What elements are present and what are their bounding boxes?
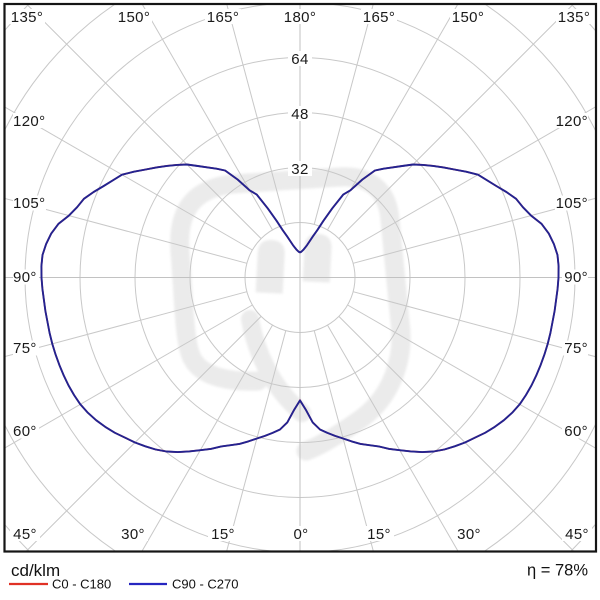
svg-text:C0 - C180: C0 - C180 [52, 577, 111, 592]
svg-text:30°: 30° [457, 526, 481, 543]
svg-text:45°: 45° [13, 526, 37, 543]
svg-text:120°: 120° [13, 113, 45, 130]
svg-text:30°: 30° [121, 526, 145, 543]
svg-text:60°: 60° [564, 423, 588, 440]
svg-text:90°: 90° [564, 269, 588, 286]
svg-text:75°: 75° [564, 340, 588, 357]
svg-text:η = 78%: η = 78% [527, 562, 588, 580]
svg-text:48: 48 [291, 106, 308, 123]
svg-text:180°: 180° [284, 9, 316, 26]
svg-text:90°: 90° [13, 269, 37, 286]
svg-text:135°: 135° [11, 9, 43, 26]
svg-text:15°: 15° [367, 526, 391, 543]
svg-text:45°: 45° [565, 526, 589, 543]
svg-text:150°: 150° [118, 9, 150, 26]
svg-text:cd/klm: cd/klm [11, 561, 60, 580]
svg-text:165°: 165° [207, 9, 239, 26]
svg-text:120°: 120° [556, 113, 588, 130]
svg-text:105°: 105° [13, 195, 45, 212]
svg-text:C90 - C270: C90 - C270 [172, 577, 238, 592]
svg-text:60°: 60° [13, 423, 37, 440]
svg-text:0°: 0° [293, 526, 308, 543]
svg-text:32: 32 [291, 161, 308, 178]
svg-text:150°: 150° [452, 9, 484, 26]
svg-text:75°: 75° [13, 340, 37, 357]
svg-text:105°: 105° [556, 195, 588, 212]
svg-text:15°: 15° [211, 526, 235, 543]
svg-text:64: 64 [291, 51, 308, 68]
svg-text:135°: 135° [558, 9, 590, 26]
svg-text:165°: 165° [363, 9, 395, 26]
